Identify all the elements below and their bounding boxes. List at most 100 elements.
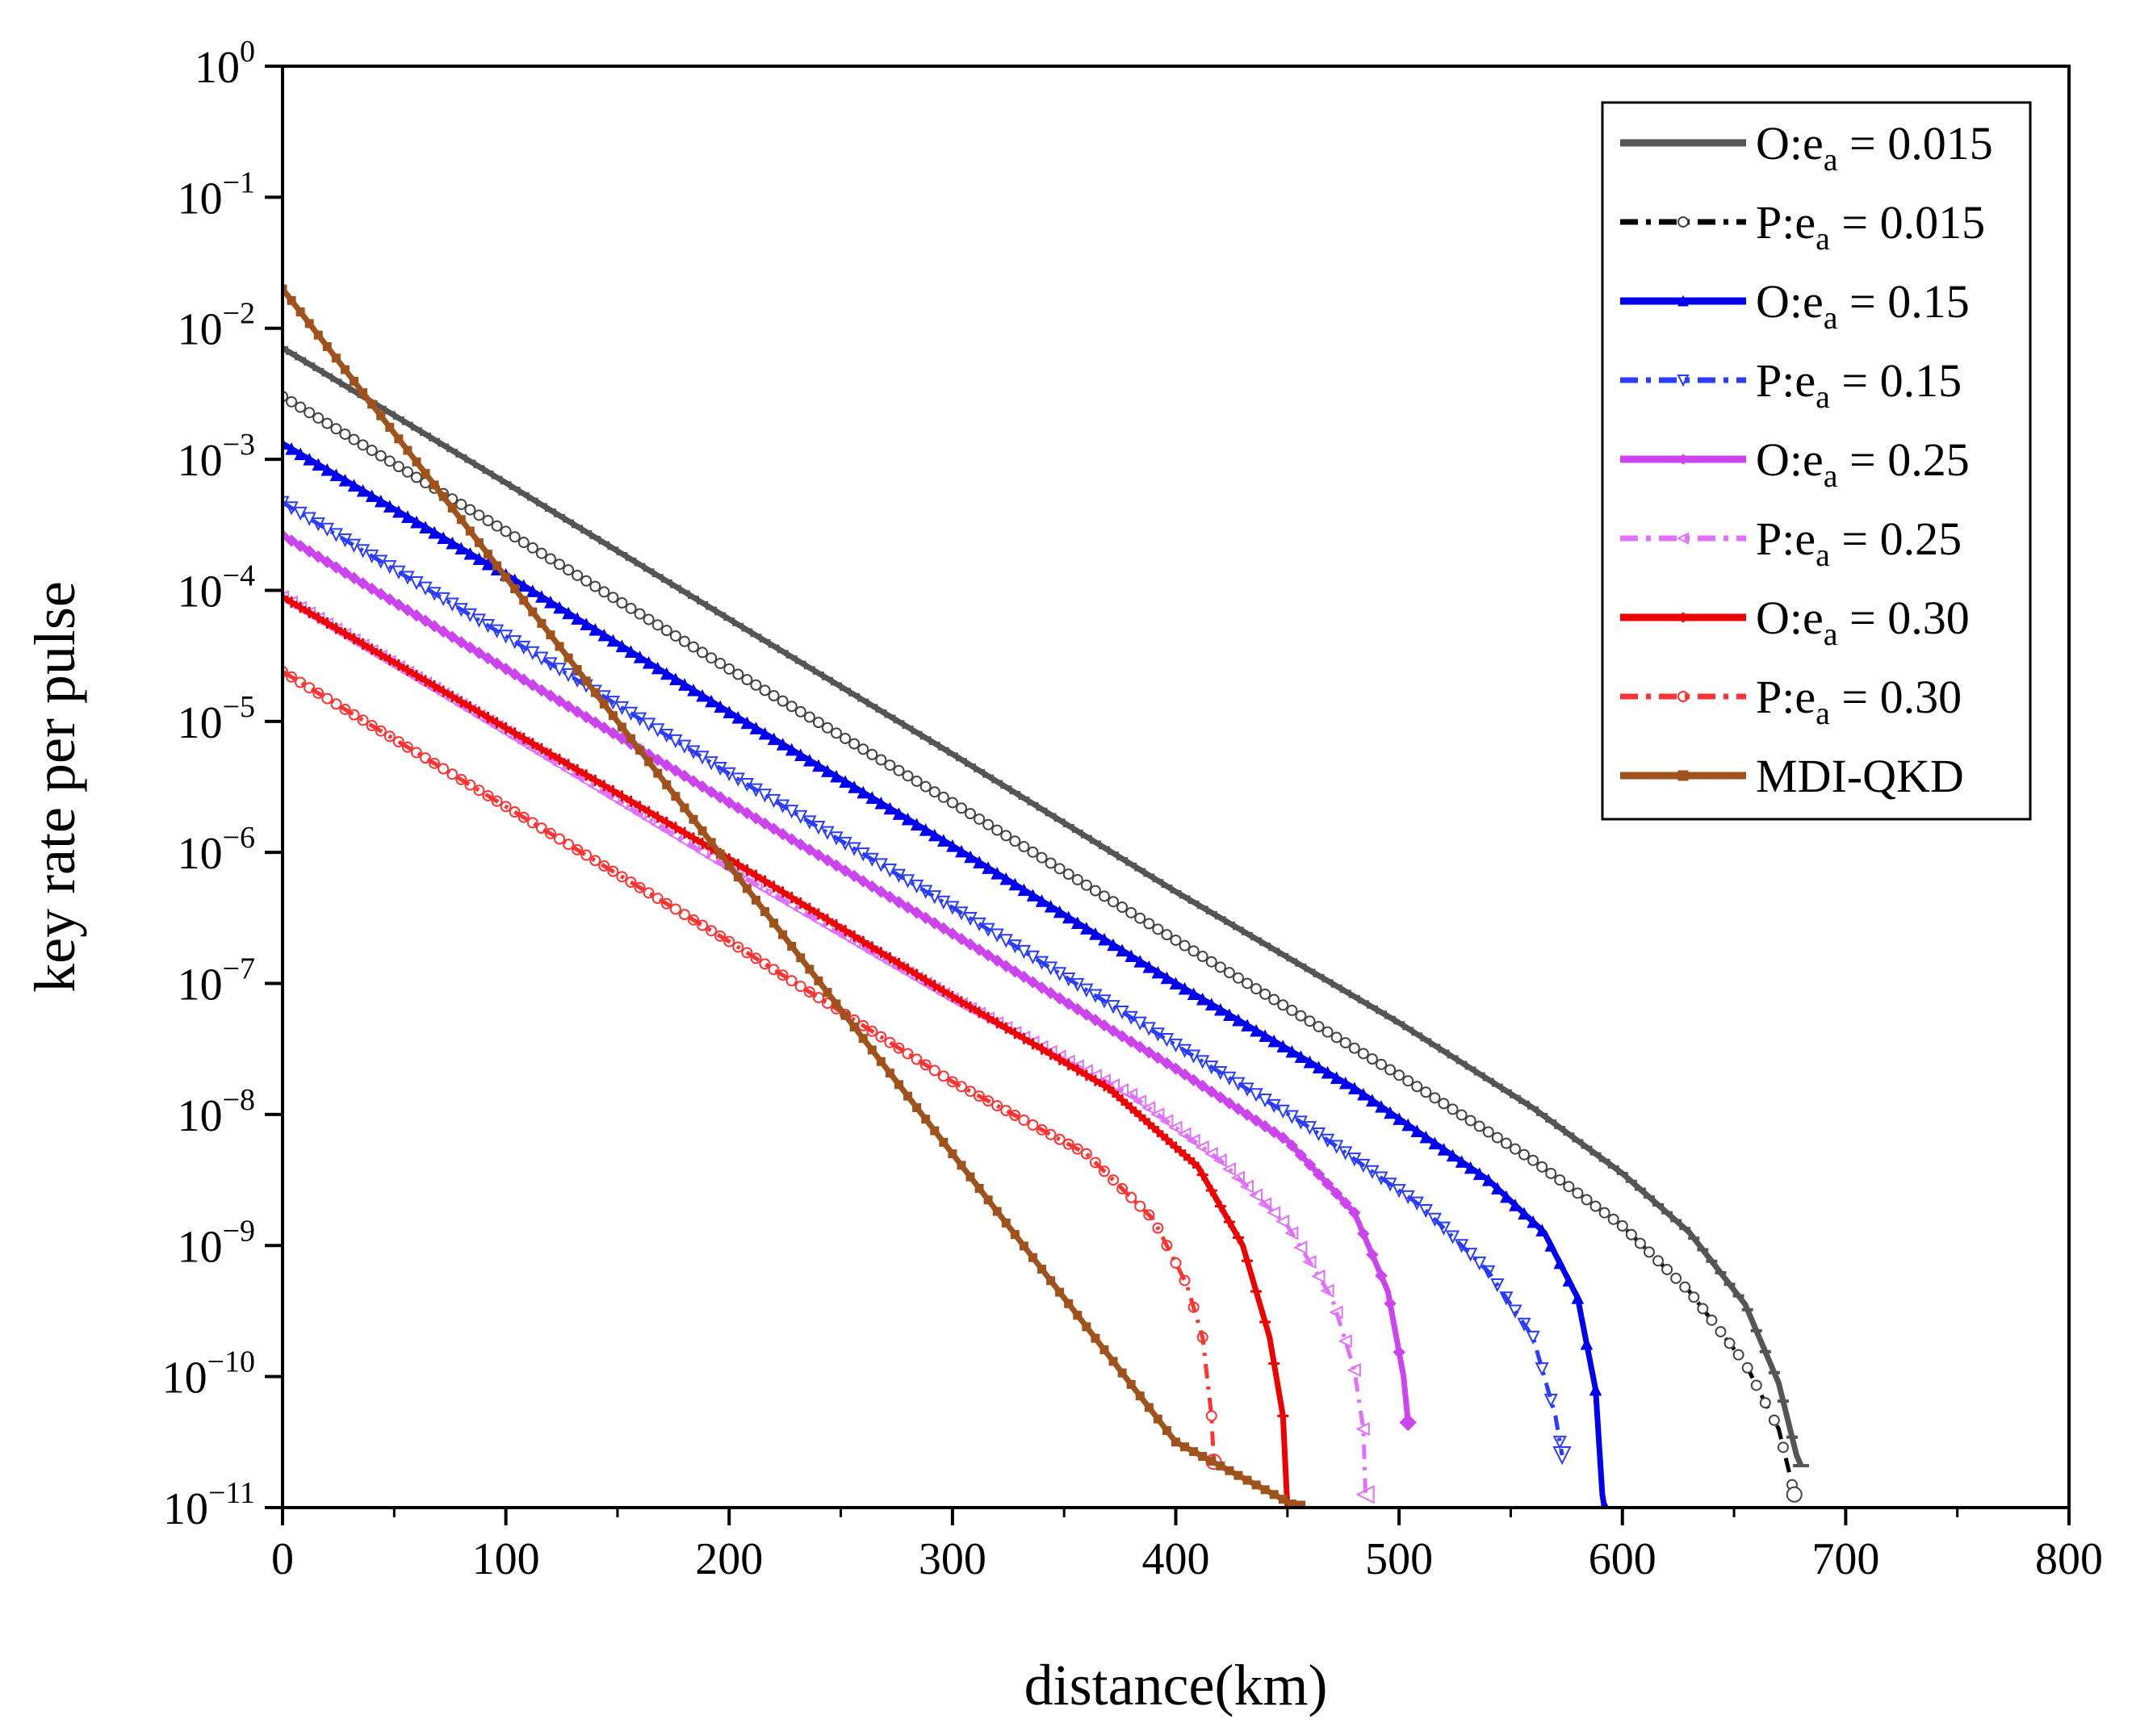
data-point [1116, 943, 1129, 957]
data-point [283, 284, 287, 294]
x-axis-title: distance(km) [1024, 1653, 1328, 1717]
data-point [1303, 1158, 1317, 1171]
data-point [304, 607, 316, 619]
data-point [1339, 1197, 1352, 1210]
data-point [1277, 1410, 1289, 1422]
data-point [919, 911, 932, 925]
data-point [321, 417, 333, 429]
data-point [429, 480, 439, 490]
data-point [491, 520, 503, 532]
data-point [732, 941, 744, 953]
data-point [671, 792, 681, 801]
data-point [1035, 981, 1049, 994]
data-point [893, 720, 905, 724]
data-point [1214, 961, 1226, 973]
data-point [974, 1006, 986, 1019]
data-point [1500, 1190, 1513, 1203]
data-point [812, 759, 825, 772]
data-point [287, 295, 296, 305]
data-point [1384, 1064, 1397, 1076]
data-point [1099, 1345, 1109, 1355]
data-point [1500, 1137, 1512, 1149]
data-point [697, 826, 707, 836]
data-point [1162, 1426, 1171, 1436]
data-point [1438, 1098, 1450, 1110]
data-point [607, 592, 619, 604]
data-point [401, 421, 413, 425]
data-point [286, 671, 298, 683]
data-point [1616, 1171, 1628, 1175]
data-point [473, 706, 485, 718]
data-point [876, 1056, 886, 1066]
data-point [875, 709, 887, 713]
data-point [394, 434, 404, 444]
data-point [401, 510, 414, 524]
data-point [1509, 1143, 1521, 1155]
data-point [1399, 1413, 1417, 1432]
data-point [823, 988, 832, 998]
data-point [606, 726, 620, 740]
data-point [769, 918, 779, 928]
data-point [955, 844, 968, 858]
data-point [740, 806, 754, 820]
data-point [740, 716, 754, 730]
data-point [340, 365, 350, 374]
data-point [590, 688, 600, 697]
data-point [499, 663, 513, 676]
data-point [1080, 922, 1093, 935]
data-point [446, 768, 459, 780]
data-point [544, 508, 556, 512]
data-point [1499, 1291, 1514, 1306]
data-point [669, 903, 681, 915]
data-point [365, 489, 379, 503]
data-point [1242, 1475, 1252, 1485]
data-point [330, 622, 342, 634]
data-point [1517, 1317, 1531, 1332]
data-point [732, 859, 744, 871]
data-point [732, 668, 744, 680]
data-point [1330, 1187, 1343, 1200]
data-point [616, 871, 628, 883]
data-point [821, 722, 833, 734]
data-point [571, 612, 584, 625]
data-point [1375, 1100, 1388, 1113]
data-point [1144, 1403, 1154, 1412]
data-point [1526, 1330, 1540, 1345]
data-point [1338, 1076, 1352, 1090]
data-point [535, 743, 547, 755]
data-point [955, 1081, 967, 1093]
data-point [731, 801, 745, 814]
data-point [1125, 1102, 1137, 1114]
data-point [928, 917, 941, 930]
legend: O:ea = 0.015 P:ea = 0.015 O:ea = 0.15 P:ea … [1601, 101, 2032, 821]
data-point [1070, 916, 1084, 930]
data-point [1375, 1269, 1388, 1282]
data-point [706, 925, 718, 937]
data-point [313, 330, 323, 340]
data-point [597, 722, 611, 734]
data-point [438, 492, 448, 501]
data-point [1268, 993, 1280, 1006]
data-point [1393, 1069, 1405, 1081]
data-point [358, 388, 368, 398]
legend-label: P:ea = 0.15 [1756, 354, 1962, 415]
data-point [946, 990, 958, 1002]
data-point [312, 612, 325, 624]
data-point [348, 633, 360, 645]
legend-swatch-marker [1677, 691, 1689, 702]
data-point [454, 542, 468, 554]
data-point [759, 958, 771, 970]
data-point [1116, 1094, 1129, 1106]
data-point [295, 357, 307, 361]
data-point [1036, 807, 1048, 811]
data-point [839, 775, 852, 789]
data-point [492, 561, 502, 571]
data-point [928, 786, 940, 798]
data-point [1500, 1089, 1512, 1093]
data-point [510, 584, 520, 594]
data-point [1293, 1240, 1308, 1255]
data-point [1366, 1005, 1378, 1009]
data-point [1777, 1441, 1789, 1454]
data-point [1294, 1050, 1308, 1063]
x-tick-label: 0 [271, 1534, 294, 1584]
